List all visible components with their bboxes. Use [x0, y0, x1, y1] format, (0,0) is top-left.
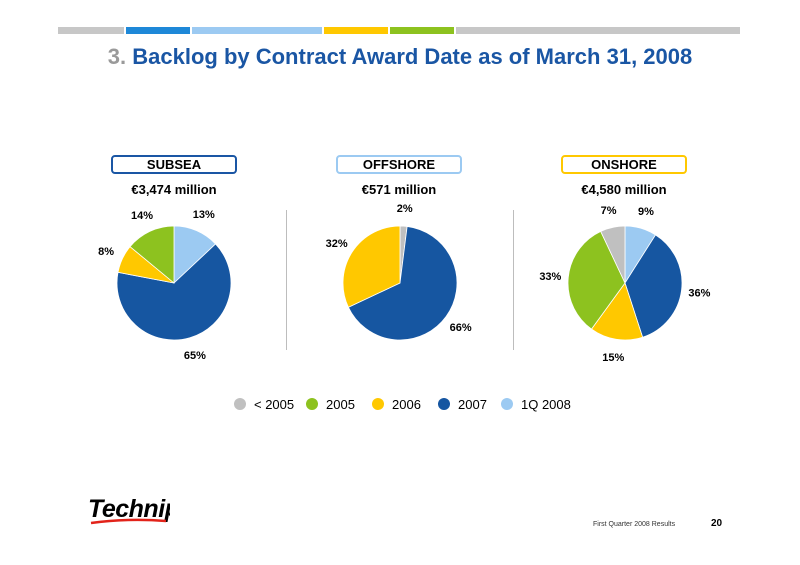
offshore-label-2006: 32% — [326, 238, 348, 250]
subsea-slice-2007 — [116, 243, 232, 341]
onshore-slice-2005 — [600, 225, 626, 284]
onshore-label-2005: 7% — [601, 205, 617, 217]
offshore-label-2007: 66% — [450, 322, 472, 334]
legend: < 2005 2005 2006 2007 1Q 2008 — [0, 397, 800, 413]
offshore-label-2005: 2% — [397, 203, 413, 215]
onshore-slice-2006 — [590, 282, 644, 341]
offshore-slice-2006 — [342, 225, 401, 308]
legend-swatch-2007 — [438, 398, 450, 410]
top-bar-segment-light-blue — [192, 27, 322, 34]
title-text: Backlog by Contract Award Date as of Mar… — [132, 44, 693, 69]
technip-logo-mark: Technip — [88, 495, 180, 525]
page-title: 3. Backlog by Contract Award Date as of … — [0, 44, 800, 70]
offshore-slice-2007 — [347, 226, 458, 341]
legend-label-1q-2008: 1Q 2008 — [521, 397, 571, 412]
subsea-label-2005: 14% — [131, 210, 153, 222]
onshore-label-2007: 36% — [688, 287, 710, 299]
offshore-category-box: OFFSHORE — [336, 155, 462, 174]
subsea-label-2006: 8% — [98, 246, 114, 258]
offshore-title: OFFSHORE — [362, 157, 436, 172]
technip-logo: Technip — [88, 495, 180, 532]
subsea-amount: €3,474 million — [131, 182, 217, 197]
footer-text: First Quarter 2008 Results — [593, 521, 676, 528]
legend-label-2007: 2007 — [458, 397, 487, 412]
onshore-label-1q-2008: 9% — [638, 206, 654, 218]
page-number: 20 — [711, 518, 723, 529]
title-number: 3. — [107, 44, 127, 69]
legend-swatch-1q-2008 — [501, 398, 513, 410]
subsea-label-2007: 65% — [184, 350, 206, 362]
offshore-amount: €571 million — [361, 182, 437, 197]
legend-swatch-2006 — [372, 398, 384, 410]
legend-label-2005: < 2005 — [254, 397, 295, 412]
legend-swatch-2005 — [234, 398, 246, 410]
onshore-amount: €4,580 million — [581, 182, 667, 197]
logo-swoosh — [90, 518, 167, 525]
top-bar-segment-yellow — [324, 27, 388, 34]
legend-label-2005: 2005 — [326, 397, 355, 412]
top-color-bar — [58, 27, 740, 34]
onshore-label-2006: 15% — [602, 352, 624, 364]
technip-logo-text: Technip — [88, 497, 170, 523]
divider-left — [286, 210, 287, 350]
subsea-slice-2005 — [129, 225, 175, 284]
subsea-label-1q-2008: 13% — [193, 209, 215, 221]
top-bar-segment-gray — [58, 27, 124, 34]
top-bar-segment-gray-right — [456, 27, 740, 34]
onshore-slice-2007 — [624, 234, 683, 338]
onshore-category-box: ONSHORE — [561, 155, 687, 174]
onshore-label-2005: 33% — [539, 271, 561, 283]
divider-right — [513, 210, 514, 350]
onshore-title: ONSHORE — [591, 157, 657, 172]
onshore-slice-2005 — [567, 230, 626, 330]
subsea-category-box: SUBSEA — [111, 155, 237, 174]
top-bar-segment-blue — [126, 27, 190, 34]
top-bar-segment-green — [390, 27, 454, 34]
subsea-title: SUBSEA — [146, 157, 202, 172]
legend-label-2006: 2006 — [392, 397, 421, 412]
legend-swatch-2005 — [306, 398, 318, 410]
